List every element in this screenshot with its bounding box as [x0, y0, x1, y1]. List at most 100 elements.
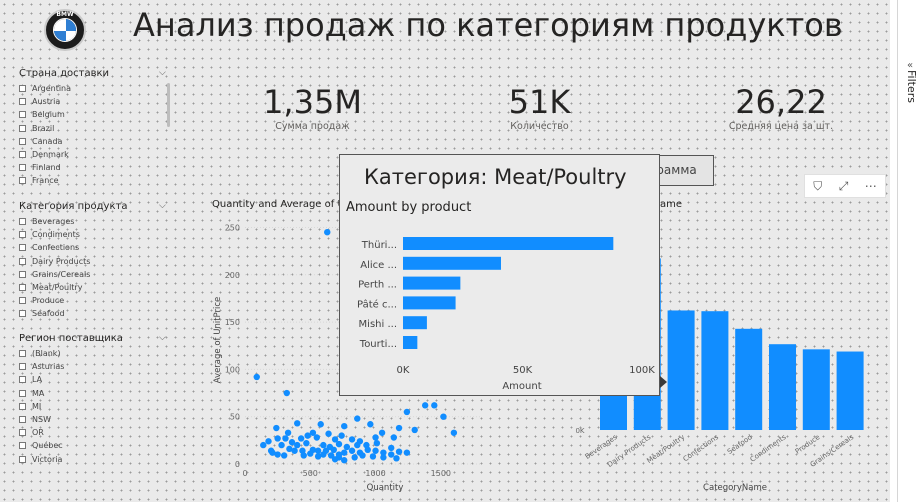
- chevron-down-icon[interactable]: ⌵: [159, 201, 166, 211]
- scatter-point: [354, 441, 361, 449]
- slicer-item[interactable]: Confections: [19, 241, 169, 254]
- checkbox[interactable]: [19, 257, 26, 265]
- scatter-point: [354, 415, 361, 422]
- scatter-point: [304, 432, 311, 439]
- scatter-point: [421, 402, 429, 409]
- checkbox[interactable]: [19, 150, 26, 158]
- scatter-point: [324, 228, 331, 236]
- focus-mode-icon[interactable]: ⤢: [838, 178, 849, 193]
- bar: [836, 351, 864, 430]
- checkbox[interactable]: [19, 124, 26, 132]
- slicer-item[interactable]: Austria: [19, 95, 169, 108]
- scatter-point: [300, 452, 307, 459]
- kpi-value: 1,35M: [263, 83, 362, 121]
- checkbox[interactable]: [19, 244, 26, 252]
- slicer-item[interactable]: MA: [19, 387, 169, 400]
- scatter-point: [351, 454, 358, 461]
- slicer-item[interactable]: (Blank): [19, 347, 169, 360]
- x-axis-label: Amount: [502, 381, 541, 392]
- slicer-item[interactable]: Denmark: [19, 148, 169, 161]
- slicer-item[interactable]: Seafood: [19, 307, 169, 320]
- checkbox[interactable]: [19, 442, 26, 450]
- scatter-point: [317, 421, 324, 428]
- checkbox[interactable]: [19, 363, 26, 371]
- checkbox[interactable]: [19, 231, 26, 239]
- checkbox[interactable]: [19, 270, 26, 278]
- slicer-item[interactable]: Brazil: [19, 122, 169, 135]
- slicer-item[interactable]: Dairy Products: [19, 255, 169, 268]
- checkbox[interactable]: [19, 389, 26, 397]
- scatter-point: [393, 455, 400, 462]
- x-tick-label: Seafood: [726, 433, 754, 456]
- slicer-item[interactable]: Belgium: [19, 108, 169, 121]
- filters-pane[interactable]: « Filters: [897, 0, 921, 502]
- scatter-point: [320, 441, 327, 449]
- checkbox[interactable]: [19, 177, 26, 185]
- scatter-point: [431, 402, 438, 409]
- collapse-icon[interactable]: «: [907, 60, 914, 71]
- scatter-point: [325, 430, 332, 437]
- slicer-item[interactable]: Beverages: [19, 215, 169, 228]
- scatter-point: [303, 439, 310, 447]
- slicer-item[interactable]: Meat/Poultry: [19, 281, 169, 294]
- slicer-item[interactable]: NSW: [19, 413, 169, 426]
- slicer-item[interactable]: Victoria: [19, 453, 169, 466]
- bar: [403, 256, 501, 270]
- checkbox[interactable]: [19, 402, 26, 410]
- slicer-item[interactable]: Produce: [19, 294, 169, 307]
- scatter-point: [369, 453, 377, 460]
- scatter-point: [373, 439, 381, 447]
- slicer-item[interactable]: Québec: [19, 439, 169, 452]
- scatter-chart-title: Quantity and Average of U: [212, 199, 345, 210]
- checkbox[interactable]: [19, 164, 26, 172]
- checkbox[interactable]: [19, 283, 26, 291]
- checkbox[interactable]: [19, 137, 26, 145]
- more-options-icon[interactable]: ⋯: [864, 179, 877, 193]
- slicer-item[interactable]: Asturias: [19, 360, 169, 373]
- bar: [403, 237, 614, 250]
- scatter-point: [274, 435, 281, 442]
- checkbox[interactable]: [19, 297, 26, 305]
- checkbox[interactable]: [19, 455, 26, 463]
- scatter-point: [372, 447, 379, 454]
- filter-icon[interactable]: ⛉: [813, 178, 823, 193]
- checkbox[interactable]: [19, 85, 26, 92]
- slicer-item[interactable]: Argentina: [19, 82, 169, 95]
- scatter-point: [380, 454, 387, 461]
- tooltip-pointer: [660, 376, 667, 388]
- slicer-item[interactable]: France: [19, 174, 169, 187]
- scatter-point: [265, 438, 272, 445]
- kpi-label: Средняя цена за шт.: [728, 121, 834, 132]
- slicer-item[interactable]: Grains/Cereals: [19, 268, 169, 281]
- slicer-item[interactable]: MI: [19, 400, 169, 413]
- bar-category-label: Tourti...: [359, 339, 397, 350]
- bar-category-label: Perth ...: [358, 280, 397, 291]
- slicer-item[interactable]: Canada: [19, 135, 169, 148]
- checkbox[interactable]: [19, 350, 26, 357]
- scatter-point: [395, 448, 403, 455]
- scatter-point: [348, 447, 356, 454]
- x-tick-label: Meat/Poultry: [646, 433, 687, 465]
- scatter-point: [359, 452, 366, 459]
- checkbox[interactable]: [19, 310, 26, 318]
- x-axis-label: CategoryName: [703, 483, 767, 493]
- checkbox[interactable]: [19, 376, 26, 384]
- y-tick-label: 100: [225, 365, 240, 374]
- scatter-point: [403, 408, 411, 416]
- scatter-point: [291, 447, 298, 454]
- checkbox[interactable]: [19, 111, 26, 119]
- slicer-scrollbar[interactable]: [167, 83, 170, 127]
- checkbox[interactable]: [19, 415, 26, 423]
- checkbox[interactable]: [19, 98, 26, 106]
- slicer-item[interactable]: LA: [19, 373, 169, 386]
- chevron-down-icon[interactable]: ⌵: [159, 68, 166, 78]
- bar: [403, 336, 418, 349]
- checkbox[interactable]: [19, 429, 26, 437]
- checkbox[interactable]: [19, 218, 26, 225]
- slicer-item[interactable]: Finland: [19, 161, 169, 174]
- slicer-item[interactable]: Condiments: [19, 228, 169, 241]
- x-tick-label: 1000: [365, 469, 385, 478]
- chevron-down-icon[interactable]: ⌵: [159, 333, 166, 343]
- scatter-point: [284, 429, 292, 436]
- slicer-item[interactable]: OR: [19, 426, 169, 439]
